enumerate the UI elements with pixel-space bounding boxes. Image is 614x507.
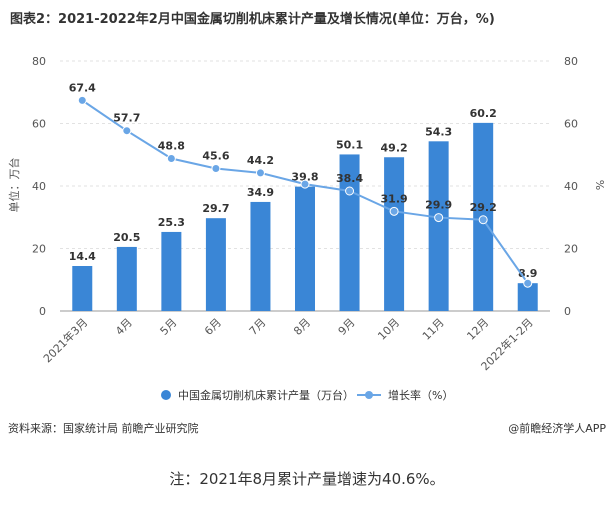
- line-point: [389, 206, 399, 216]
- line-value-label: 38.4: [336, 172, 363, 185]
- x-tick-label: 6月: [202, 316, 224, 338]
- line-value-label: 44.2: [247, 154, 274, 167]
- line-value-label: 57.7: [113, 112, 140, 125]
- legend-line-label: 增长率（%）: [388, 389, 454, 402]
- legend-bar-marker: [161, 390, 171, 400]
- left-axis-label: 单位：万台: [7, 158, 21, 213]
- x-tick-label: 9月: [336, 316, 358, 338]
- line-value-label: 29.9: [425, 199, 452, 212]
- bar-value-label: 34.9: [247, 186, 274, 199]
- bar-value-label: 20.5: [113, 231, 140, 244]
- bar-value-label: 39.8: [291, 171, 318, 184]
- bar: [205, 218, 226, 311]
- line-series: 67.4 57.7 48.8 45.6 44.2 38.4 31.9 29.9 29.2: [69, 81, 533, 288]
- x-tick-label: 8月: [291, 316, 313, 338]
- x-tick-label: 10月: [375, 316, 402, 343]
- line-point: [211, 164, 221, 173]
- bar: [116, 246, 137, 311]
- line-point: [166, 154, 176, 163]
- line-value-label: 67.4: [69, 81, 96, 94]
- line-value-label: 48.8: [158, 140, 185, 153]
- bar-value-label: 50.1: [336, 138, 363, 151]
- bar-series: 14.4 20.5 25.3 29.7 34.9 39.8 50.1 49.2 54.3 60.2…: [69, 107, 538, 311]
- legend-line: 增长率（%）: [356, 387, 453, 403]
- right-tick-label: 60: [564, 118, 578, 131]
- line-point: [345, 186, 355, 196]
- bar-value-label: 60.2: [470, 107, 497, 120]
- right-tick-label: 40: [564, 180, 578, 193]
- line-point: [77, 95, 87, 105]
- line-point: [523, 278, 533, 288]
- left-tick-label: 40: [32, 180, 46, 193]
- line-point: [300, 179, 310, 189]
- x-tick-label: 2021年3月: [40, 315, 90, 365]
- x-tick-label: 5月: [158, 316, 180, 338]
- bar: [428, 141, 449, 311]
- line-point: [434, 213, 444, 223]
- right-tick-label: 0: [564, 305, 571, 318]
- bar-value-label: 14.4: [69, 250, 96, 263]
- left-tick-label: 0: [39, 305, 46, 318]
- bar: [295, 186, 315, 311]
- left-tick-label: 60: [32, 118, 46, 131]
- bar: [72, 266, 93, 311]
- legend-bar: 中国金属切削机床累计产量（万台）: [160, 387, 354, 403]
- right-tick-label: 80: [564, 55, 578, 68]
- line-point: [478, 215, 488, 225]
- line-value-label: 29.2: [470, 201, 497, 214]
- bar-value-label: 54.3: [425, 125, 452, 138]
- left-axis-ticks: 0 20 40 60 80: [32, 55, 46, 318]
- right-axis-ticks: 0 20 40 60 80: [564, 55, 578, 318]
- line-point: [122, 126, 132, 136]
- bar-value-label: 25.3: [158, 216, 185, 229]
- credit-text: @前瞻经济学人APP: [508, 422, 606, 435]
- right-tick-label: 20: [564, 243, 578, 256]
- line-value-label: 31.9: [381, 192, 408, 205]
- line-point: [255, 168, 265, 178]
- legend-bar-label: 中国金属切削机床累计产量（万台）: [178, 389, 354, 402]
- x-tick-label: 7月: [247, 316, 269, 338]
- x-tick-label: 11月: [420, 316, 447, 343]
- x-tick-label: 12月: [464, 316, 491, 343]
- source-text: 资料来源：国家统计局 前瞻产业研究院: [8, 422, 199, 435]
- bar: [250, 201, 271, 311]
- legend-line-marker: [365, 391, 373, 399]
- bar: [384, 157, 405, 311]
- chart: 0 20 40 60 80 0 20 40 60 80 14.4 20.5 25.3 29.7 34.9…: [7, 55, 606, 373]
- left-tick-label: 20: [32, 243, 46, 256]
- chart-title: 图表2：2021-2022年2月中国金属切削机床累计产量及增长情况(单位：万台，…: [10, 12, 495, 27]
- left-tick-label: 80: [32, 55, 46, 68]
- bar-value-label: 49.2: [381, 141, 408, 154]
- bar: [161, 231, 182, 311]
- x-tick-label: 4月: [113, 316, 135, 338]
- bar-value-label: 29.7: [202, 202, 229, 215]
- bar: [517, 283, 538, 311]
- right-axis-label: %: [593, 180, 606, 190]
- footnote: 注：2021年8月累计产量增速为40.6%。: [169, 470, 445, 488]
- line-value-label: 45.6: [202, 150, 229, 163]
